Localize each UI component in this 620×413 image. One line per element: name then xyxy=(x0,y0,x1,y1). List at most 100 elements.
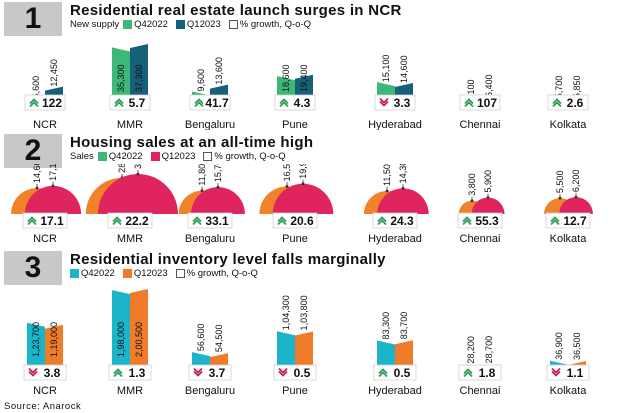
legend-swatch xyxy=(175,20,185,29)
value-label: 1,19,000 xyxy=(49,322,59,357)
up-chevron-icon xyxy=(279,98,289,108)
section-number: 2 xyxy=(4,134,62,168)
city-label: MMR xyxy=(117,233,143,245)
value-label: 11,800 xyxy=(197,164,207,186)
legend-label: Q12023 xyxy=(133,268,168,279)
leader-dot xyxy=(285,185,289,188)
city-label: Bengaluru xyxy=(185,385,235,397)
growth-badge xyxy=(22,212,68,229)
growth-value: 3.7 xyxy=(209,366,226,380)
legend-label: % growth, Q-o-Q xyxy=(239,19,312,30)
legend-swatch xyxy=(228,20,238,29)
city-label: Hyderabad xyxy=(368,385,422,397)
legend-label: Q42022 xyxy=(108,151,143,162)
legend-label: % growth, Q-o-Q xyxy=(214,151,286,162)
launch-chart: 5,600 12,450 122 NCR 35,300 37,300 5.7 MMR 9,600… xyxy=(24,44,589,130)
growth-value: 0.5 xyxy=(294,366,311,380)
growth-value: 33.1 xyxy=(205,214,229,228)
up-chevron-icon xyxy=(112,216,122,226)
value-label: 17,100 xyxy=(48,164,58,181)
section-sales: 2 Housing sales at an all-time high Sale… xyxy=(0,134,620,248)
city-label: Kolkata xyxy=(550,119,588,130)
growth-badge xyxy=(459,94,501,111)
section-1-header: 1 Residential real estate launch surges … xyxy=(0,2,620,38)
chart-title: Residential real estate launch surges in… xyxy=(70,2,402,19)
leader-dot xyxy=(558,196,562,200)
sales-chart: 14,600 17,100 17.1 NCR 28,400 34,700 22.2 MMR 11… xyxy=(11,164,593,245)
city-label: NCR xyxy=(33,233,57,245)
growth-badge xyxy=(188,364,232,381)
value-label: 83,700 xyxy=(399,312,409,340)
value-label: 54,500 xyxy=(214,325,224,353)
growth-badge xyxy=(457,212,503,229)
growth-value: 107 xyxy=(477,96,497,110)
legend-item: Q12023 xyxy=(175,19,221,30)
value-label: 5,700 xyxy=(554,76,564,99)
city-label: Chennai xyxy=(460,233,501,245)
legend-swatch xyxy=(70,269,79,278)
value-label: 37,300 xyxy=(134,64,144,92)
growth-value: 12.7 xyxy=(563,214,587,228)
up-chevron-icon xyxy=(462,216,472,226)
inventory-chart: 1,23,700 1,19,000 3.8 NCR 1,98,000 2,00,500 1.… xyxy=(23,289,590,397)
legend-item: Q42022 xyxy=(97,151,143,162)
growth-badge xyxy=(373,364,417,381)
up-chevron-icon xyxy=(194,98,204,108)
value-label: 36,900 xyxy=(554,332,564,360)
bar xyxy=(112,290,130,379)
leader-dot xyxy=(486,196,490,199)
legend-swatch xyxy=(175,269,185,278)
value-label: 14,600 xyxy=(399,55,409,83)
down-chevron-icon xyxy=(278,367,288,377)
value-label: 14,600 xyxy=(32,164,42,183)
growth-value: 55.3 xyxy=(475,214,499,228)
legend: New supply Q42022 Q12023 % growth, Q-o-Q xyxy=(70,19,315,30)
growth-badge xyxy=(545,212,591,229)
section-number: 1 xyxy=(4,2,62,36)
leader-dot xyxy=(301,182,305,186)
value-label: 9,600 xyxy=(196,69,206,92)
city-label: Hyderabad xyxy=(368,119,422,130)
value-label: 3,800 xyxy=(467,173,477,196)
semicircle xyxy=(272,183,334,214)
growth-value: 5.7 xyxy=(129,96,146,110)
bar xyxy=(112,47,130,110)
legend-swatch xyxy=(97,152,107,161)
value-label: 5,900 xyxy=(483,170,493,193)
city-label: Chennai xyxy=(460,119,501,130)
growth-value: 24.3 xyxy=(390,214,414,228)
leader-dot xyxy=(51,184,55,188)
leader-dot xyxy=(401,186,405,190)
growth-badge xyxy=(23,364,67,381)
city-label: Pune xyxy=(282,119,308,130)
chart-title: Residential inventory level falls margin… xyxy=(70,251,386,268)
growth-badge xyxy=(546,364,590,381)
value-label: 1,23,700 xyxy=(31,322,41,357)
growth-value: 20.6 xyxy=(290,214,314,228)
up-chevron-icon xyxy=(378,368,388,378)
up-chevron-icon xyxy=(552,98,562,108)
bar xyxy=(130,44,148,110)
value-label: 14,300 xyxy=(398,164,408,183)
growth-value: 4.3 xyxy=(294,96,311,110)
down-chevron-icon xyxy=(551,367,561,377)
value-label: 18,600 xyxy=(281,64,291,92)
city-label: MMR xyxy=(117,385,143,397)
value-label: 5,500 xyxy=(555,171,565,194)
up-chevron-icon xyxy=(277,216,287,226)
value-label: 34,700 xyxy=(133,164,143,169)
value-label: 1,04,300 xyxy=(281,295,291,330)
legend-item: Q42022 xyxy=(70,268,115,279)
semicircle xyxy=(559,197,593,214)
legend: Q42022 Q12023 % growth, Q-o-Q xyxy=(70,268,262,279)
up-chevron-icon xyxy=(464,98,474,108)
section-inventory: 3 Residential inventory level falls marg… xyxy=(0,251,620,399)
up-chevron-icon xyxy=(463,368,473,378)
growth-value: 17.1 xyxy=(40,214,64,228)
growth-badge xyxy=(272,212,318,229)
growth-value: 3.8 xyxy=(44,366,61,380)
leader-dot xyxy=(35,186,39,190)
city-label: Chennai xyxy=(460,385,501,397)
value-label: 56,600 xyxy=(196,324,206,352)
bar xyxy=(130,289,148,379)
